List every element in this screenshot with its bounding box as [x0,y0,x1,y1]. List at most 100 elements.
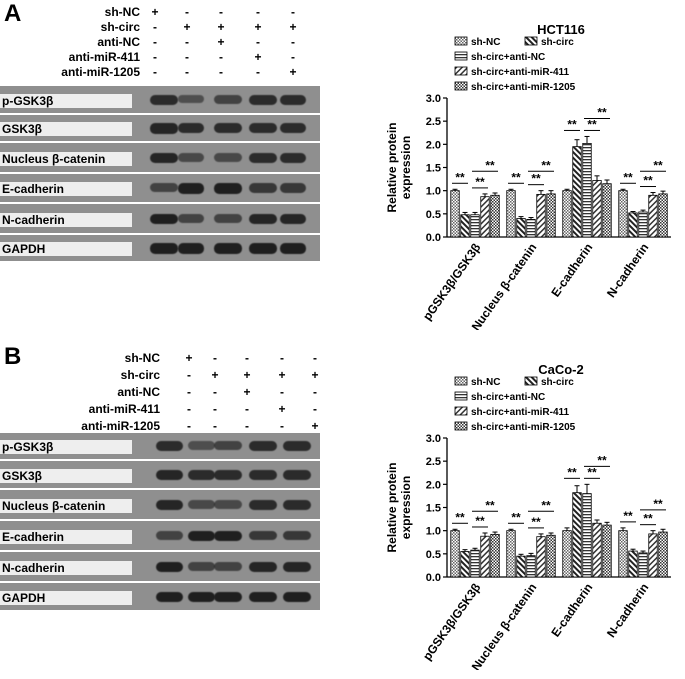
treatment-mark: - [213,419,217,433]
legend-label: sh-NC [471,37,500,48]
bar [648,533,658,578]
treatment-mark: - [153,20,157,34]
significance-label: ** [541,498,551,512]
legend-swatch [524,376,538,386]
y-tick-label: 2.5 [426,116,441,128]
treatment-label: anti-miR-411 [88,402,160,416]
treatment-mark: - [213,351,217,365]
blot-protein-label: GAPDH [0,242,132,256]
blot-band [249,591,277,603]
treatment-mark: - [213,385,217,399]
blot-band [214,441,242,451]
bar [562,530,572,578]
blot-band [249,213,277,224]
treatment-mark: - [219,5,223,19]
significance-label: ** [475,514,485,528]
blot-band [188,530,215,542]
treatment-mark: - [291,35,295,49]
blot-band [249,183,277,193]
blot-protein-label: Nucleus β-catenin [0,498,132,513]
significance-label: ** [567,465,577,479]
blot-protein-label: N-cadherin [0,560,132,575]
legend-swatch [454,391,468,401]
blot-band [178,94,204,104]
chart-title: CaCo-2 [538,362,584,377]
bar [480,196,490,238]
bar [592,180,602,238]
treatment-mark: + [243,385,251,399]
bar [490,194,500,238]
y-tick-label: 2.0 [426,139,441,151]
treatment-mark: - [153,65,157,79]
bar [516,218,526,238]
blot-protein-label: E-cadherin [0,182,132,196]
blot-band [178,152,204,162]
y-tick-label: 0.0 [426,232,441,244]
legend-label: sh-circ+anti-miR-1205 [471,82,576,93]
blot-protein-label: Nucleus β-catenin [0,151,132,166]
y-tick-label: 1.5 [426,163,441,175]
bar [628,212,638,238]
bar [602,183,612,238]
treatment-label: sh-NC [124,351,160,365]
blot-band [283,561,311,572]
blot-band [188,591,215,603]
blot-band [214,152,242,162]
treatment-mark: - [187,402,191,416]
blot-band [283,591,311,603]
legend-swatch [524,36,538,46]
treatment-mark: - [245,419,249,433]
y-tick-label: 1.0 [426,186,441,198]
significance-label: ** [541,158,551,172]
y-tick-label: 0.5 [426,549,441,561]
blot-band [249,123,277,134]
significance-label: ** [567,117,577,131]
treatment-label: anti-NC [97,35,140,49]
y-tick-label: 3.0 [426,433,441,445]
bar [546,193,556,238]
treatment-mark: + [289,65,297,79]
legend-swatch [454,406,468,416]
blot-band [178,213,204,223]
legend-label: sh-circ+anti-miR-411 [471,407,570,418]
legend-label: sh-circ+anti-miR-1205 [471,422,576,433]
legend-swatch [454,51,468,61]
x-category-label: pGSK3β/GSK3β [420,241,483,323]
bar [526,218,536,238]
bar [618,530,628,578]
significance-label: ** [531,515,541,529]
significance-label: ** [653,497,663,511]
blot-band [156,591,183,603]
blot-band [188,441,215,450]
treatment-mark: - [213,402,217,416]
bar [572,492,582,578]
treatment-mark: - [245,402,249,416]
significance-label: ** [643,512,653,526]
bar [480,535,490,578]
bar [582,143,592,238]
blot-band [156,469,183,480]
blot-band [150,94,178,105]
blot-band [150,123,178,134]
blot-protein-label: GSK3β [0,468,132,483]
bar [536,536,546,578]
blot-band [178,243,204,254]
legend-label: sh-circ+anti-NC [471,52,545,63]
bar [490,533,500,578]
y-tick-label: 2.5 [426,456,441,468]
treatment-mark: - [153,35,157,49]
treatment-mark: - [185,35,189,49]
legend-label: sh-circ+anti-NC [471,392,545,403]
treatment-mark: - [280,385,284,399]
blot-band [249,94,277,105]
treatment-mark: + [278,402,286,416]
y-tick-label: 2.0 [426,479,441,491]
treatment-mark: + [289,20,297,34]
treatment-mark: + [217,35,225,49]
blot-band [188,561,215,571]
blot-band [150,183,178,193]
treatment-mark: + [243,368,251,382]
treatment-mark: - [187,368,191,382]
legend-label: sh-circ [541,377,574,388]
blot-band [214,591,242,603]
